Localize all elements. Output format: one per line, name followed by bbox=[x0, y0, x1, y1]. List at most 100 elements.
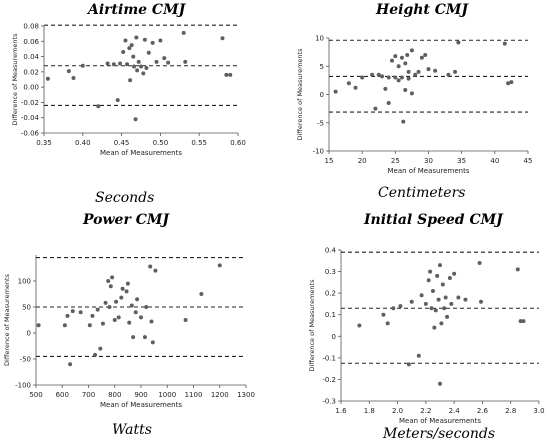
chart-2-point bbox=[509, 80, 514, 85]
chart-2-point bbox=[360, 75, 365, 80]
chart-3-point bbox=[133, 310, 138, 315]
chart-3-point bbox=[135, 297, 140, 302]
chart-2-x-tick-label: 20 bbox=[358, 157, 367, 165]
chart-2-point bbox=[426, 67, 431, 72]
chart-3-point bbox=[153, 268, 158, 273]
chart-1-y-tick-label: -0.06 bbox=[21, 130, 40, 138]
chart-3-y-tick-label: 0 bbox=[27, 330, 31, 338]
chart-1-x-tick-label: 0.40 bbox=[75, 139, 91, 147]
chart-3-point bbox=[142, 335, 147, 340]
chart-3-point bbox=[98, 346, 103, 351]
chart-1-point bbox=[123, 38, 128, 43]
chart-4-x-tick-label: 2.8 bbox=[505, 407, 516, 415]
chart-4-point bbox=[518, 319, 523, 324]
chart-4-point bbox=[440, 282, 445, 287]
chart-2-point bbox=[409, 48, 414, 53]
chart-2-point bbox=[506, 81, 511, 86]
chart-1-point bbox=[121, 49, 126, 54]
chart-2-y-axis-label: Difference of Measurements bbox=[296, 48, 304, 141]
chart-4-point bbox=[445, 314, 450, 319]
chart-4-x-tick-label: 3.0 bbox=[533, 407, 544, 415]
chart-4-point bbox=[463, 297, 468, 302]
chart-3-point bbox=[127, 320, 132, 325]
chart-2-point bbox=[433, 68, 438, 73]
chart-3-point bbox=[108, 284, 113, 289]
chart-2-point bbox=[502, 41, 507, 46]
chart-1-point bbox=[146, 50, 151, 55]
chart-3-y-tick-label: -100 bbox=[15, 382, 31, 390]
chart-3-title: Power CMJ bbox=[83, 212, 169, 228]
chart-2-point bbox=[453, 69, 458, 74]
chart-3-point bbox=[116, 315, 121, 320]
chart-2-point bbox=[386, 100, 391, 105]
chart-2-x-tick-label: 45 bbox=[524, 157, 533, 165]
chart-1-y-tick-label: 0.08 bbox=[23, 23, 39, 31]
chart-4-point bbox=[391, 306, 396, 311]
chart-2-y-tick-label: 10 bbox=[315, 35, 324, 43]
chart-4-point bbox=[439, 321, 444, 326]
chart-4-point bbox=[521, 319, 526, 324]
chart-4-point bbox=[381, 312, 386, 317]
chart-1-point bbox=[105, 61, 110, 66]
chart-3-point bbox=[129, 303, 134, 308]
chart-2-unit: Centimeters bbox=[378, 185, 466, 201]
chart-2-point bbox=[399, 75, 404, 80]
chart-1-x-tick-label: 0.55 bbox=[191, 139, 207, 147]
chart-3-point bbox=[90, 313, 95, 318]
chart-3-point bbox=[199, 292, 204, 296]
chart-1-y-tick-label: 0.04 bbox=[23, 53, 39, 61]
chart-3-point bbox=[100, 321, 105, 326]
chart-1-point bbox=[111, 62, 116, 67]
chart-3-y-tick-label: -50 bbox=[20, 356, 31, 364]
chart-3-point bbox=[110, 275, 115, 280]
chart-1-point bbox=[136, 59, 141, 64]
chart-2-point bbox=[403, 61, 408, 66]
chart-4-point bbox=[452, 271, 457, 276]
chart-1-x-tick-label: 0.45 bbox=[114, 139, 130, 147]
chart-4-point bbox=[428, 269, 433, 274]
chart-1-point bbox=[135, 68, 140, 73]
chart-1-point bbox=[154, 59, 159, 64]
chart-2-point bbox=[413, 72, 418, 77]
chart-2-title: Height CMJ bbox=[376, 2, 469, 18]
chart-3-point bbox=[119, 295, 124, 300]
chart-2-point bbox=[419, 55, 424, 60]
chart-4-point bbox=[416, 353, 421, 358]
chart-1-point bbox=[132, 64, 137, 69]
chart-4-title: Initial Speed CMJ bbox=[364, 212, 503, 228]
chart-2-y-tick-label: -5 bbox=[317, 119, 324, 127]
chart-1-point bbox=[162, 56, 167, 61]
chart-3-point bbox=[95, 307, 100, 312]
chart-1-point bbox=[228, 72, 233, 77]
chart-2-point bbox=[401, 119, 406, 124]
chart-4-x-tick-label: 2.6 bbox=[477, 407, 489, 415]
chart-3-point bbox=[36, 323, 41, 328]
chart-3-x-tick-label: 1300 bbox=[237, 391, 255, 399]
chart-3-point bbox=[183, 318, 188, 322]
chart-2-point bbox=[346, 81, 351, 86]
chart-2-point bbox=[409, 91, 414, 96]
chart-2-point bbox=[393, 75, 398, 80]
chart-2-point bbox=[386, 75, 391, 80]
chart-3-point bbox=[114, 299, 119, 304]
chart-2-point bbox=[399, 55, 404, 60]
chart-3-point bbox=[139, 315, 143, 320]
chart-4-point bbox=[436, 297, 441, 302]
chart-1-point bbox=[66, 69, 71, 74]
chart-1-x-tick-label: 0.50 bbox=[153, 139, 169, 147]
chart-4-point bbox=[398, 304, 403, 309]
chart-1-y-tick-label: 0.06 bbox=[23, 38, 39, 46]
chart-4-x-tick-label: 2.0 bbox=[392, 407, 403, 415]
chart-4-y-tick-label: -0.3 bbox=[322, 398, 336, 406]
chart-3-point bbox=[87, 323, 92, 328]
chart-1-point bbox=[115, 98, 120, 103]
chart-3-x-tick-label: 900 bbox=[134, 391, 147, 399]
chart-3-x-tick-label: 600 bbox=[56, 391, 69, 399]
chart-3-point bbox=[78, 310, 83, 315]
chart-2-x-axis-label: Mean of Measurements bbox=[388, 167, 470, 175]
chart-4-point bbox=[419, 293, 424, 298]
chart-3-plot: 500 600 700 800 900 1000 1100 1200 1300 -100 -50 0 5… bbox=[3, 255, 255, 409]
chart-1-point bbox=[158, 38, 163, 43]
chart-3-x-tick-label: 500 bbox=[29, 391, 42, 399]
chart-3-point bbox=[124, 289, 129, 294]
